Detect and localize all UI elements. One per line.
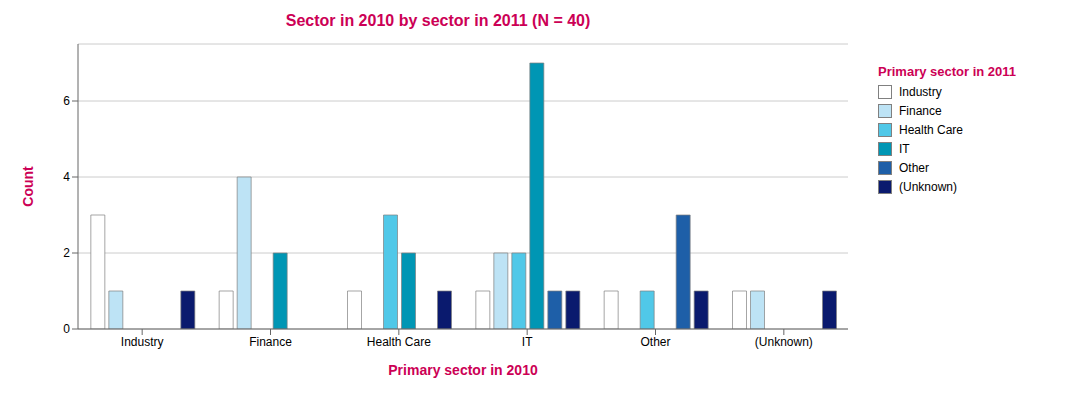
html-text:Industry: Industry <box>899 85 942 99</box>
svg-text:4: 4 <box>63 170 70 184</box>
svg-text:Industry: Industry <box>121 335 164 349</box>
svg-text:2: 2 <box>63 246 70 260</box>
html-text:Sector in 2010 by sector in 20: Sector in 2010 by sector in 2011 (N = 40… <box>285 12 591 29</box>
svg-text:(Unknown): (Unknown) <box>755 335 813 349</box>
svg-text:Health Care: Health Care <box>367 335 431 349</box>
svg-text:Other: Other <box>640 335 670 349</box>
html-text:(Unknown): (Unknown) <box>899 180 957 194</box>
html-text:Other: Other <box>899 161 929 175</box>
html-text:Primary sector in 2011: Primary sector in 2011 <box>878 64 1016 79</box>
svg-text:6: 6 <box>63 94 70 108</box>
svg-text:Primary sector in 2010: Primary sector in 2010 <box>388 362 538 378</box>
html-text:IT: IT <box>899 142 910 156</box>
svg-text:IT: IT <box>522 335 533 349</box>
html-text:Health Care: Health Care <box>899 123 963 137</box>
svg-text:Count: Count <box>20 166 36 207</box>
html-text:Finance: Finance <box>899 104 942 118</box>
svg-text:Finance: Finance <box>249 335 292 349</box>
svg-text:0: 0 <box>63 322 70 336</box>
